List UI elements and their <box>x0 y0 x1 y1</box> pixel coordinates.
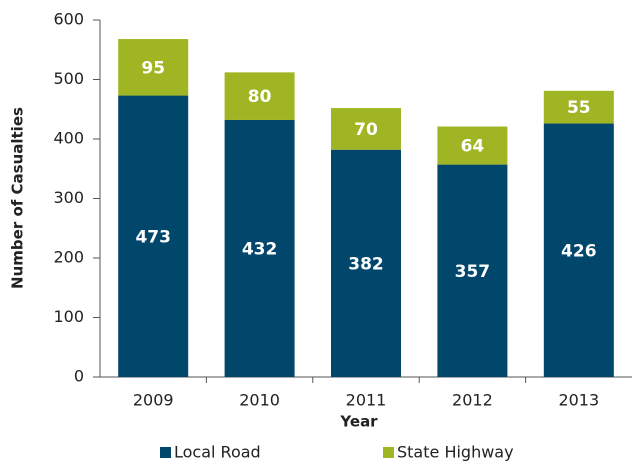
legend-label: Local Road <box>174 443 261 462</box>
bar-segment <box>118 39 189 96</box>
bar-segment <box>437 164 508 377</box>
data-label: 382 <box>348 254 384 274</box>
y-tick-label: 400 <box>53 129 84 148</box>
bar-segment <box>331 108 401 150</box>
data-label: 70 <box>354 120 378 140</box>
bar-segment <box>543 90 614 124</box>
data-label: 80 <box>248 87 272 107</box>
data-label: 95 <box>141 58 165 78</box>
legend-swatch <box>383 447 394 458</box>
bar-segment <box>224 119 295 378</box>
y-tick-label: 200 <box>53 248 84 267</box>
y-axis-title: Number of Casualties <box>9 107 27 289</box>
y-tick-label: 500 <box>53 69 84 88</box>
bar-segment <box>224 72 295 120</box>
x-axis-title: Year <box>339 413 378 431</box>
x-tick-label: 2009 <box>133 391 174 410</box>
y-tick-label: 100 <box>53 307 84 326</box>
data-label: 64 <box>461 137 485 157</box>
y-tick-label: 0 <box>74 367 84 386</box>
x-tick-label: 2011 <box>346 391 387 410</box>
data-label: 432 <box>242 239 278 259</box>
y-tick-label: 600 <box>53 10 84 29</box>
data-label: 357 <box>455 262 491 282</box>
y-tick-label: 300 <box>53 188 84 207</box>
data-label: 55 <box>567 98 591 118</box>
bar-segment <box>437 126 508 165</box>
legend-label: State Highway <box>397 443 514 462</box>
x-tick-label: 2010 <box>239 391 280 410</box>
legend-swatch <box>160 447 171 458</box>
x-tick-label: 2012 <box>452 391 493 410</box>
bar-segment <box>118 95 189 377</box>
data-label: 426 <box>561 241 597 261</box>
bar-segment <box>331 149 401 377</box>
x-tick-label: 2013 <box>558 391 599 410</box>
bar-segment <box>543 123 614 377</box>
data-label: 473 <box>135 227 171 247</box>
